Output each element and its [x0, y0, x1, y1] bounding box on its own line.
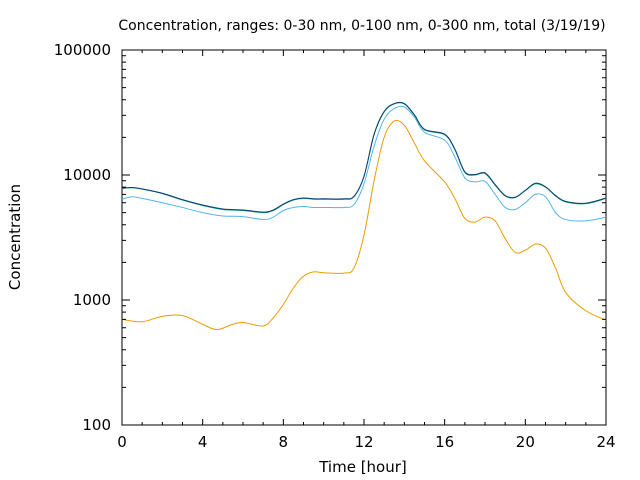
- plot-frame: [121, 49, 607, 426]
- series-line-3: [121, 102, 607, 214]
- y-tick-label: 1000: [73, 291, 111, 309]
- y-tick-label: 10000: [63, 166, 111, 184]
- x-tick-label: 20: [516, 433, 535, 451]
- x-tick-label: 16: [435, 433, 454, 451]
- y-axis-label: Concentration: [6, 184, 24, 290]
- y-tick-label: 100000: [54, 41, 111, 59]
- x-axis-label: Time [hour]: [318, 458, 407, 476]
- series-layer: [121, 101, 607, 331]
- series-line-4: [121, 101, 607, 213]
- x-tick-label: 4: [198, 433, 208, 451]
- x-tick-label: 24: [596, 433, 615, 451]
- plot-border: [121, 49, 607, 426]
- x-tick-label: 0: [117, 433, 127, 451]
- x-tick-label: 8: [279, 433, 289, 451]
- y-tick-label: 100: [82, 416, 111, 434]
- series-line-1: [121, 119, 607, 331]
- ticks-layer: 0 4 8 12 16 20 24 100 1000 10000 100000: [54, 41, 616, 451]
- x-tick-label: 12: [354, 433, 373, 451]
- series-line-2: [121, 105, 607, 222]
- chart-title: Concentration, ranges: 0-30 nm, 0-100 nm…: [118, 18, 605, 34]
